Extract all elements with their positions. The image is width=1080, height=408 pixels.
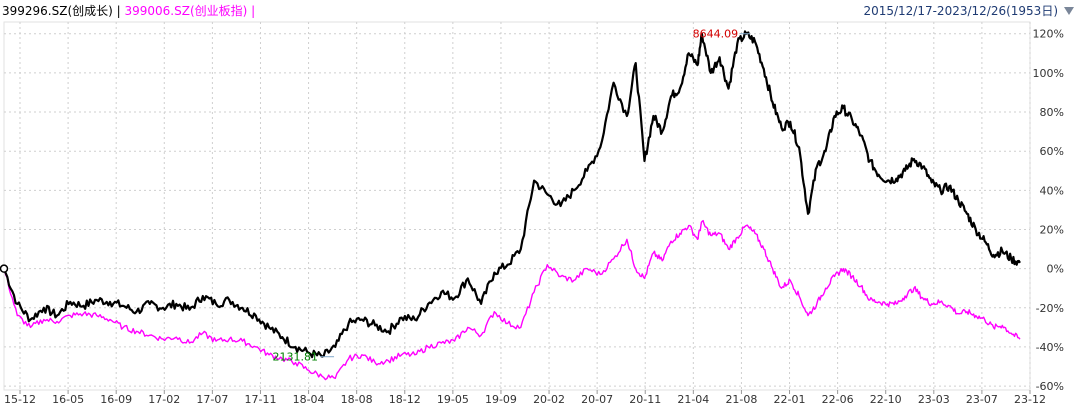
x-tick-label: 15-12 [4, 393, 36, 406]
y-tick-label: 0% [1047, 263, 1064, 276]
y-tick-label: 120% [1033, 28, 1064, 41]
y-tick-label: -60% [1036, 380, 1064, 393]
x-tick-label: 19-05 [437, 393, 469, 406]
series-line-399006 [3, 219, 1021, 381]
start-point-marker [0, 264, 9, 273]
y-tick-label: 80% [1040, 106, 1064, 119]
legend: 399296.SZ(创成长) | 399006.SZ(创业板指) | [2, 0, 255, 22]
plot-frame [3, 21, 1031, 391]
y-tick-label: 40% [1040, 184, 1064, 197]
x-tick-label: 17-11 [244, 393, 276, 406]
low-value-label: 2131.81 [273, 351, 319, 364]
y-tick-label: 100% [1033, 67, 1064, 80]
x-tick-label: 18-08 [341, 393, 373, 406]
x-tick-label: 17-07 [196, 393, 228, 406]
x-tick-label: 23-07 [966, 393, 998, 406]
triangle-down-icon[interactable] [1064, 7, 1074, 15]
x-tick-label: 17-02 [148, 393, 180, 406]
series-line-399296 [2, 30, 1021, 359]
x-tick-label: 18-12 [389, 393, 421, 406]
x-tick-label: 20-07 [581, 393, 613, 406]
legend-trailing-separator: | [247, 4, 256, 18]
x-tick-label: 23-12 [1014, 393, 1046, 406]
y-tick-label: 20% [1040, 223, 1064, 236]
x-tick-label: 16-09 [100, 393, 132, 406]
date-range-selector[interactable]: 2015/12/17-2023/12/26(1953日) [863, 4, 1058, 18]
high-value-label: 8644.09 [693, 28, 739, 41]
x-tick-label: 21-08 [725, 393, 757, 406]
chart-header: 399296.SZ(创成长) | 399006.SZ(创业板指) | 2015/… [0, 0, 1080, 22]
x-tick-label: 22-06 [822, 393, 854, 406]
x-tick-label: 16-05 [52, 393, 84, 406]
y-tick-label: 60% [1040, 145, 1064, 158]
y-tick-label: -20% [1036, 302, 1064, 315]
legend-series-2[interactable]: 399006.SZ(创业板指) [124, 4, 248, 18]
x-tick-label: 22-10 [870, 393, 902, 406]
legend-separator: | [112, 4, 125, 18]
x-tick-label: 23-03 [918, 393, 950, 406]
x-tick-label: 21-04 [677, 393, 709, 406]
x-tick-label: 20-11 [629, 393, 661, 406]
x-tick-label: 20-02 [533, 393, 565, 406]
legend-series-1[interactable]: 399296.SZ(创成长) [2, 4, 113, 18]
x-tick-label: 18-04 [293, 393, 325, 406]
y-tick-label: -40% [1036, 341, 1064, 354]
x-tick-label: 19-09 [485, 393, 517, 406]
x-tick-label: 22-01 [774, 393, 806, 406]
